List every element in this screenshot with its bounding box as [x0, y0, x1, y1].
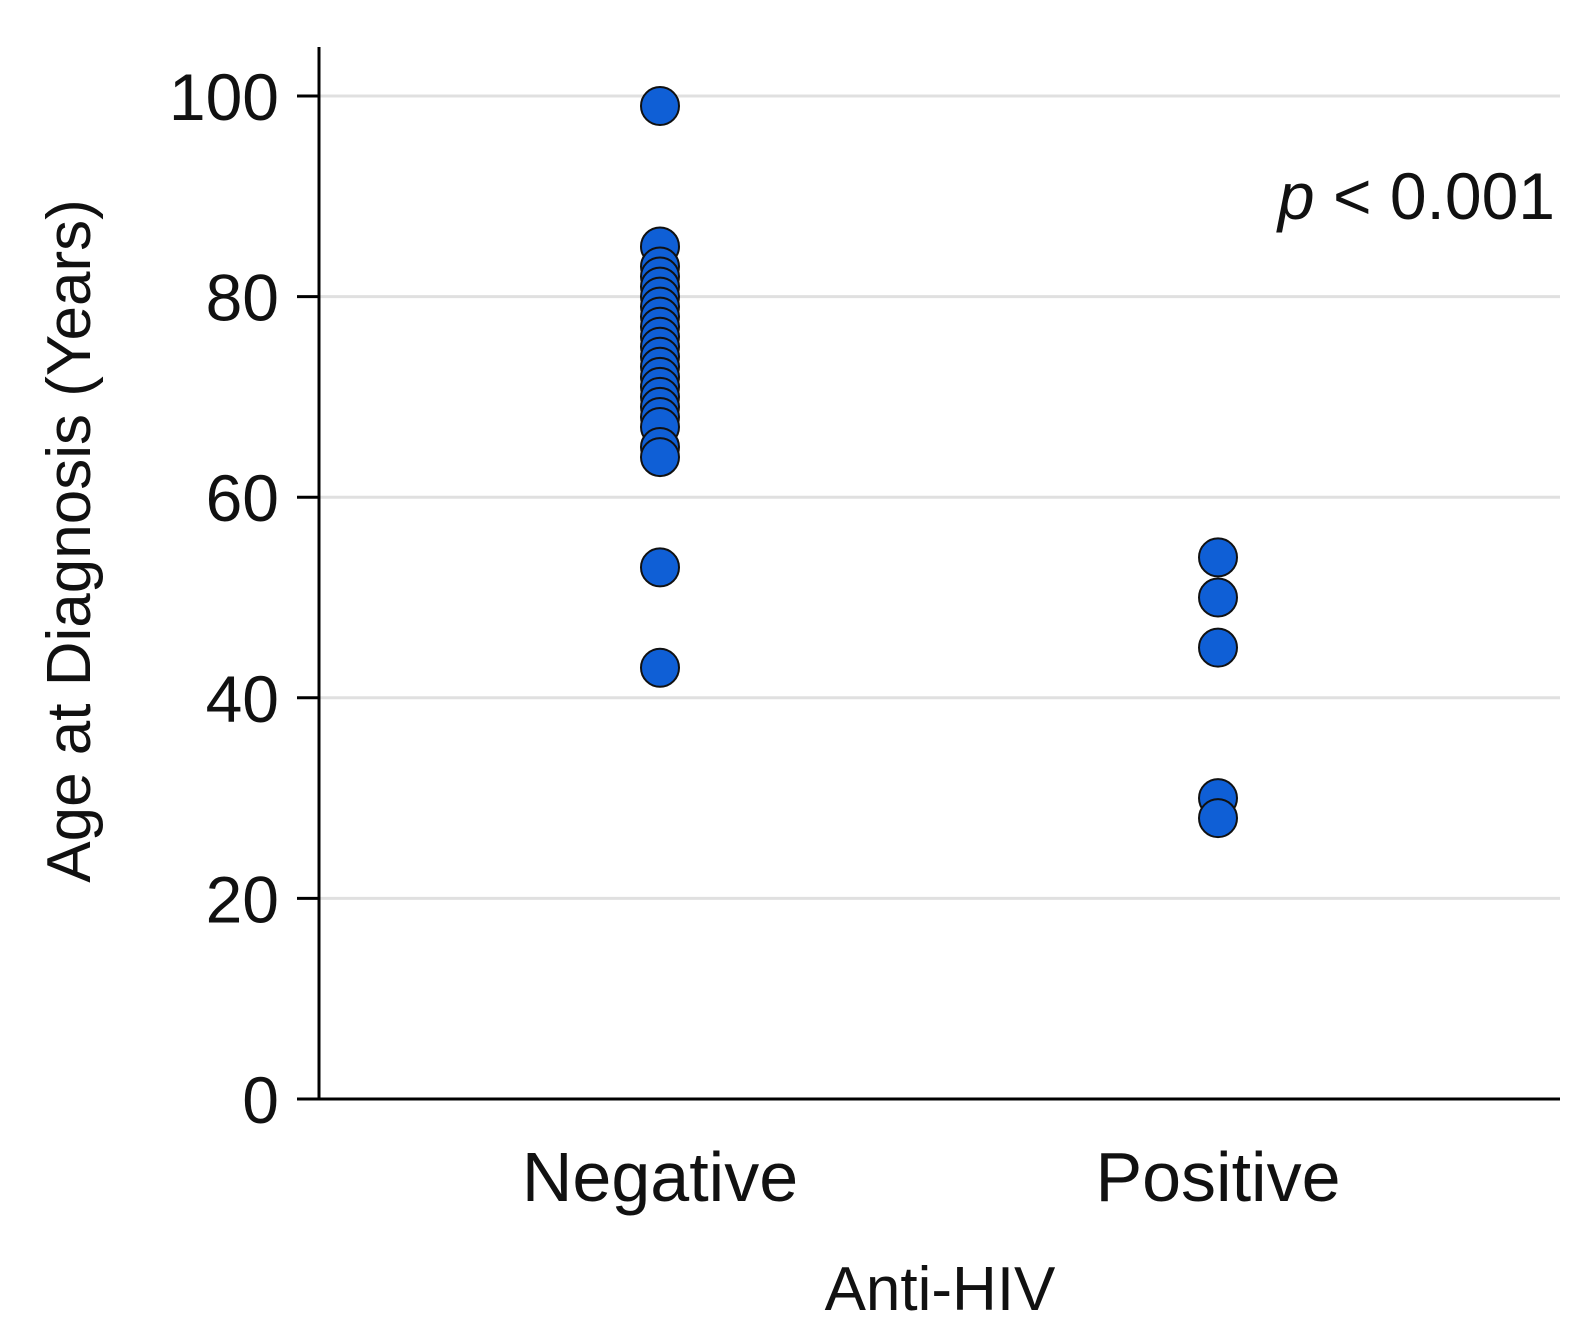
y-tick-label-80: 80: [206, 261, 279, 335]
x-axis-title: Anti-HIV: [825, 1255, 1056, 1324]
y-axis-title: Age at Diagnosis (Years): [35, 199, 104, 883]
x-category-labels: Negative Positive: [522, 1138, 1341, 1216]
y-tick-label-20: 20: [206, 862, 279, 936]
y-tick-label-40: 40: [206, 662, 279, 736]
y-ticks: 0 20 40 60 80 100: [169, 60, 319, 1137]
data-point-negative-22: [640, 647, 680, 688]
p-value-text: < 0.001: [1315, 159, 1555, 233]
y-tick-label-100: 100: [169, 60, 279, 134]
y-tick-label-0: 0: [242, 1063, 279, 1137]
data-point-positive-4: [1198, 798, 1238, 839]
data-point-positive-1: [1198, 577, 1238, 618]
axes: [317, 47, 1560, 1101]
gridlines: [319, 94, 1560, 900]
x-category-label-negative: Negative: [522, 1138, 798, 1216]
data-point-negative-20: [640, 437, 680, 478]
data-point-positive-0: [1198, 537, 1238, 578]
x-category-label-positive: Positive: [1095, 1138, 1340, 1216]
p-value-annotation: p < 0.001: [1276, 159, 1555, 233]
y-tick-label-60: 60: [206, 461, 279, 535]
data-point-negative-21: [640, 547, 680, 588]
data-point-positive-2: [1198, 627, 1238, 668]
data-point-negative-0: [640, 86, 680, 127]
data-points: [640, 86, 1238, 839]
p-symbol: p: [1276, 159, 1315, 233]
